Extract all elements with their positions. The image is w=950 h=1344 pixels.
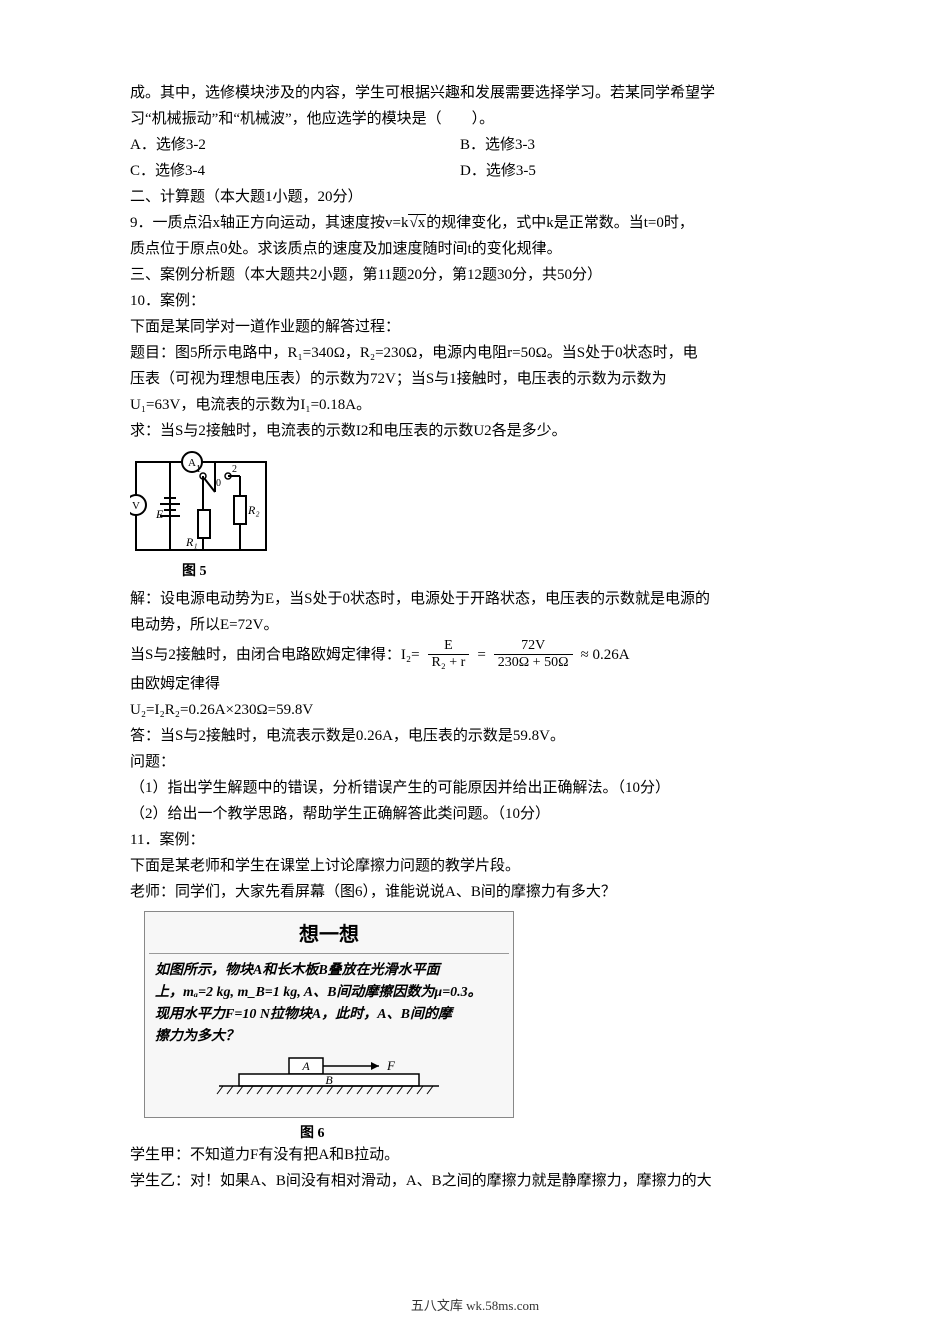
- fraction: E R₂ + r: [428, 638, 470, 671]
- sub-question: （2）给出一个教学思路，帮助学生正确解答此类问题。（10分）: [130, 801, 820, 827]
- solution-text: 由欧姆定律得: [130, 671, 820, 697]
- figure-6-box: 想一想 如图所示，物块A和长木板B叠放在光滑水平面 上，mₐ=2 kg, m_B…: [144, 911, 514, 1118]
- figure-6-body: 如图所示，物块A和长木板B叠放在光滑水平面 上，mₐ=2 kg, m_B=1 k…: [149, 954, 509, 1050]
- paragraph-text: 求：当S与2接触时，电流表的示数I2和电压表的示数U2各是多少。: [130, 418, 820, 444]
- page-footer: 五八文库 wk.58ms.com: [130, 1295, 820, 1314]
- question-11: 11．案例：: [130, 827, 820, 853]
- svg-text:B: B: [325, 1073, 333, 1087]
- option-c: C．选修3-4: [130, 158, 460, 184]
- fraction: 72V 230Ω + 50Ω: [494, 638, 573, 671]
- paragraph-text: 老师：同学们，大家先看屏幕（图6），谁能说说A、B间的摩擦力有多大？: [130, 879, 820, 905]
- section-heading: 三、案例分析题（本大题共2小题，第11题20分，第12题30分，共50分）: [130, 262, 820, 288]
- figure-5-label: 图 5: [182, 560, 820, 580]
- student-dialogue: 学生乙：对！如果A、B间没有相对滑动，A、B之间的摩擦力就是静摩擦力，摩擦力的大: [130, 1168, 820, 1194]
- svg-text:0: 0: [216, 478, 221, 489]
- equals-sign: =: [477, 642, 485, 668]
- numerator: E: [440, 638, 457, 654]
- question-9b: 质点位于原点0处。求该质点的速度及加速度随时间t的变化规律。: [130, 236, 820, 262]
- options-row: C．选修3-4 D．选修3-5: [130, 158, 820, 184]
- denominator: R₂ + r: [428, 654, 470, 671]
- sqrt-icon: √x: [408, 214, 426, 231]
- paragraph-text: U₁=63V，电流表的示数为I₁=0.18A。: [130, 392, 820, 418]
- svg-text:A: A: [188, 457, 196, 469]
- paragraph-text: 成。其中，选修模块涉及的内容，学生可根据兴趣和发展需要选择学习。若某同学希望学: [130, 80, 820, 106]
- paragraph-text: 压表（可视为理想电压表）的示数为72V；当S与1接触时，电压表的示数为示数为: [130, 366, 820, 392]
- solution-text: U₂=I₂R₂=0.26A×230Ω=59.8V: [130, 697, 820, 723]
- fig6-line: 上，mₐ=2 kg, m_B=1 kg, A、B间动摩擦因数为μ=0.3。: [155, 982, 503, 1004]
- figure-6-label: 图 6: [300, 1122, 820, 1142]
- q9-text-post: 的规律变化，式中k是正常数。当t=0时，: [426, 215, 694, 231]
- block-diagram-icon: A F B: [149, 1050, 509, 1113]
- svg-text:1: 1: [196, 464, 201, 475]
- formula-prefix: 当S与2接触时，由闭合电路欧姆定律得：I₂=: [130, 642, 420, 668]
- section-heading: 二、计算题（本大题1小题，20分）: [130, 184, 820, 210]
- solution-text: 答：当S与2接触时，电流表示数是0.26A，电压表的示数是59.8V。: [130, 723, 820, 749]
- circuit-diagram-icon: A V E 1 0 2 R₁: [130, 450, 275, 560]
- solution-text: 解：设电源电动势为E，当S处于0状态时，电源处于开路状态，电压表的示数就是电源的: [130, 586, 820, 612]
- question-10: 10．案例：: [130, 288, 820, 314]
- fig6-line: 如图所示，物块A和长木板B叠放在光滑水平面: [155, 960, 503, 982]
- student-dialogue: 学生甲：不知道力F有没有把A和B拉动。: [130, 1142, 820, 1168]
- svg-text:F: F: [386, 1058, 396, 1073]
- paragraph-text: 下面是某同学对一道作业题的解答过程：: [130, 314, 820, 340]
- svg-text:A: A: [301, 1059, 310, 1073]
- q9-text-pre: 9．一质点沿x轴正方向运动，其速度按v=k: [130, 215, 408, 231]
- paragraph-text: 下面是某老师和学生在课堂上讨论摩擦力问题的教学片段。: [130, 853, 820, 879]
- option-b: B．选修3-3: [460, 132, 820, 158]
- fig6-line: 擦力为多大？: [155, 1026, 503, 1048]
- numerator: 72V: [517, 638, 549, 654]
- exam-page: 成。其中，选修模块涉及的内容，学生可根据兴趣和发展需要选择学习。若某同学希望学 …: [0, 0, 950, 1344]
- option-a: A．选修3-2: [130, 132, 460, 158]
- svg-text:R₁: R₁: [185, 535, 198, 549]
- paragraph-text: 题目：图5所示电路中，R₁=340Ω，R₂=230Ω，电源内电阻r=50Ω。当S…: [130, 340, 820, 366]
- svg-text:2: 2: [232, 464, 237, 475]
- denominator: 230Ω + 50Ω: [494, 654, 573, 671]
- figure-6-title: 想一想: [149, 916, 509, 954]
- solution-text: 电动势，所以E=72V。: [130, 612, 820, 638]
- svg-text:R₂: R₂: [247, 503, 260, 517]
- svg-text:V: V: [132, 500, 140, 512]
- fig6-line: 现用水平力F=10 N拉物块A，此时，A、B间的摩: [155, 1004, 503, 1026]
- approx-result: ≈ 0.26A: [581, 642, 630, 668]
- formula-line: 当S与2接触时，由闭合电路欧姆定律得：I₂= E R₂ + r = 72V 23…: [130, 638, 820, 671]
- sub-question: （1）指出学生解题中的错误，分析错误产生的可能原因并给出正确解法。（10分）: [130, 775, 820, 801]
- svg-text:E: E: [155, 507, 164, 521]
- paragraph-text: 习“机械振动”和“机械波”，他应选学的模块是（ ）。: [130, 106, 820, 132]
- question-heading: 问题：: [130, 749, 820, 775]
- question-9: 9．一质点沿x轴正方向运动，其速度按v=k√x的规律变化，式中k是正常数。当t=…: [130, 210, 820, 236]
- options-row: A．选修3-2 B．选修3-3: [130, 132, 820, 158]
- option-d: D．选修3-5: [460, 158, 820, 184]
- figure-5: A V E 1 0 2 R₁: [130, 450, 820, 580]
